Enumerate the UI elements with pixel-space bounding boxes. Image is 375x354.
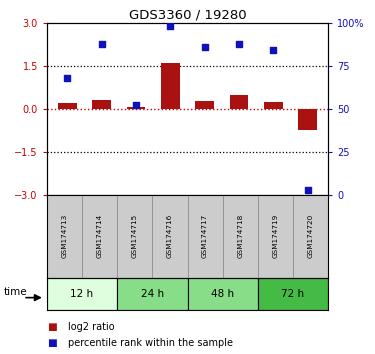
Text: ■: ■	[47, 338, 57, 348]
Bar	[264, 102, 283, 109]
Bar	[230, 95, 248, 109]
Bar	[117, 195, 152, 278]
Bar	[223, 195, 258, 278]
Bar	[258, 278, 328, 310]
Text: GSM174717: GSM174717	[202, 214, 208, 258]
Text: 24 h: 24 h	[141, 289, 164, 299]
Bar	[117, 278, 188, 310]
Bar	[47, 195, 82, 278]
Text: ■: ■	[47, 322, 57, 332]
Text: GDS3360 / 19280: GDS3360 / 19280	[129, 9, 246, 22]
Bar	[298, 109, 317, 130]
Text: GSM174719: GSM174719	[272, 214, 278, 258]
Point	[64, 75, 70, 81]
Text: GSM174718: GSM174718	[237, 214, 243, 258]
Point	[99, 41, 105, 46]
Bar	[58, 103, 77, 109]
Point	[270, 48, 276, 53]
Text: GSM174715: GSM174715	[132, 214, 138, 258]
Bar	[258, 195, 293, 278]
Bar	[293, 195, 328, 278]
Point	[236, 41, 242, 46]
Text: GSM174714: GSM174714	[97, 214, 103, 258]
Point	[167, 24, 173, 29]
Bar	[127, 107, 146, 109]
Bar	[161, 63, 180, 109]
Bar	[188, 195, 223, 278]
Point	[133, 103, 139, 108]
Bar	[82, 195, 117, 278]
Text: percentile rank within the sample: percentile rank within the sample	[68, 338, 232, 348]
Bar	[195, 101, 214, 109]
Text: 72 h: 72 h	[281, 289, 304, 299]
Text: GSM174713: GSM174713	[62, 214, 68, 258]
Text: 12 h: 12 h	[70, 289, 94, 299]
Bar	[188, 278, 258, 310]
Text: 48 h: 48 h	[211, 289, 234, 299]
Bar	[92, 100, 111, 109]
Text: log2 ratio: log2 ratio	[68, 322, 114, 332]
Bar	[47, 278, 117, 310]
Text: GSM174716: GSM174716	[167, 214, 173, 258]
Text: time: time	[4, 287, 27, 297]
Point	[304, 187, 310, 192]
Text: GSM174720: GSM174720	[308, 214, 314, 258]
Point	[202, 44, 208, 50]
Bar	[152, 195, 188, 278]
